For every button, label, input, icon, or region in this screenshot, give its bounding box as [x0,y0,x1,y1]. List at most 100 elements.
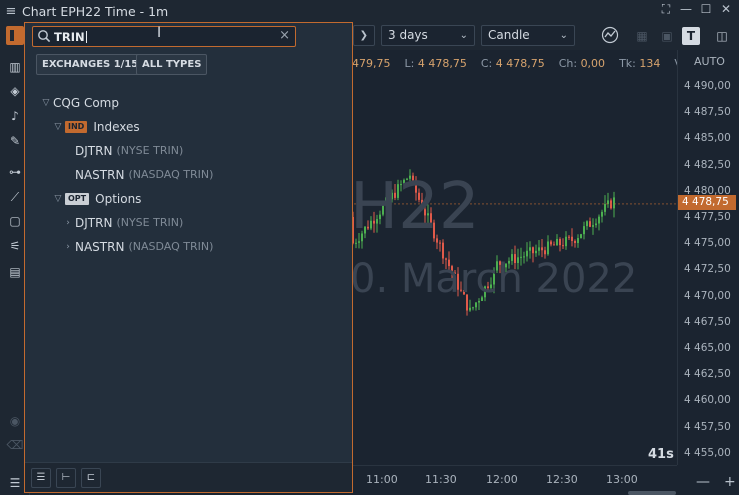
candle-body [433,222,435,239]
symbol-result[interactable]: NASTRN (NASDAQ TRIN) [75,165,213,185]
tree-group-indexes[interactable]: ▽ IND Indexes [51,117,140,137]
candle-body [412,175,414,181]
search-icon [38,30,51,43]
candle-body [610,200,612,209]
symbol-dropdown[interactable]: ❯ [353,25,375,46]
zoom-out-icon[interactable]: — [696,474,710,490]
lock-icon[interactable]: ▣ [661,29,673,43]
price-label: 4 482,50 [684,158,731,171]
low-key: L: [404,57,415,70]
horizontal-line-icon[interactable]: ⊶ [9,165,21,179]
candle-body [457,273,459,290]
price-axis[interactable] [677,50,739,465]
candle-body [502,264,504,268]
candle-body [544,250,546,255]
symbol-code: NASTRN [75,168,125,182]
maximize-icon[interactable]: ☐ [700,2,712,16]
chevron-right-icon[interactable]: › [66,218,70,228]
price-label: 4 462,50 [684,368,731,381]
bar-chart-icon[interactable]: ▥ [9,60,21,74]
symbol-result[interactable]: › NASTRN (NASDAQ TRIN) [61,237,213,257]
bell-icon[interactable]: ♪ [11,109,19,123]
sidebar-toggle-icon[interactable]: ◫ [716,29,728,43]
tree-group-label: Indexes [93,120,140,134]
candle-body [511,254,513,261]
trash-icon[interactable]: ⌫ [6,438,24,452]
candle-body [592,225,594,227]
candle-body [409,175,411,179]
low-value: 4 478,75 [417,57,467,70]
candle-body [613,197,615,209]
tree-group-options[interactable]: ▽ OPT Options [51,189,142,209]
instrument-type-badge: OPT [65,193,90,205]
period-select[interactable]: 3 days ⌄ [381,25,475,46]
layers-icon[interactable]: ◈ [10,84,20,98]
candle-body [583,226,585,235]
candle-body [391,192,393,200]
indicator-icon[interactable] [600,26,620,46]
hierarchy-view-icon[interactable]: ⊏ [81,468,101,488]
symbol-search-input[interactable]: TRIN × [32,26,296,47]
fullscreen-icon[interactable]: ⛶ [661,2,671,16]
time-label: 12:30 [546,473,578,486]
candle-body [526,250,528,257]
candle-body [367,226,369,229]
tree-node-root[interactable]: ▽ CQG Comp [39,93,119,113]
fibonacci-icon[interactable]: ⚟ [9,239,21,253]
candle-body [382,204,384,215]
list-view-icon[interactable]: ☰ [31,468,51,488]
close-icon[interactable]: ✕ [720,2,732,16]
symbol-result[interactable]: › DJTRN (NYSE TRIN) [61,213,183,233]
ticks-key: Tk: [619,57,636,70]
exchanges-filter-button[interactable]: EXCHANGES 1/15 [36,54,145,75]
candle-body [484,286,486,298]
candle-body [442,242,444,259]
price-label: 4 485,00 [684,132,731,145]
tree-view-icon[interactable]: ⊢ [56,468,76,488]
candle-body [595,223,597,226]
time-label: 12:00 [486,473,518,486]
types-filter-button[interactable]: ALL TYPES [136,54,208,75]
grid-icon[interactable]: ▦ [636,29,648,43]
search-value: TRIN [54,30,85,44]
candle-body [436,238,438,243]
minimize-icon[interactable]: — [680,2,692,16]
auto-scale-toggle[interactable]: AUTO [694,55,725,68]
price-label: 4 457,50 [684,420,731,433]
rectangle-icon[interactable]: ▢ [9,214,21,228]
candle-body [574,240,576,244]
hamburger-icon[interactable]: ≡ [5,3,17,19]
watermark-expiry: 0. March 2022 [350,256,638,302]
horizontal-scrollbar[interactable] [628,491,676,495]
symbol-result[interactable]: DJTRN (NYSE TRIN) [75,141,183,161]
edit-icon[interactable]: ✎ [9,134,21,148]
trend-line-icon[interactable]: ⟋ [10,190,20,204]
candle-body [385,197,387,205]
list-icon[interactable]: ☰ [9,476,21,490]
price-label: 4 467,50 [684,315,731,328]
chevron-right-icon[interactable]: › [66,242,70,252]
candle-body [538,247,540,251]
candle-body [379,214,381,220]
change-key: Ch: [558,57,578,70]
candle-body [376,219,378,224]
price-label: 4 477,50 [684,211,731,223]
candle-body [394,192,396,198]
candle-body [565,236,567,247]
candle-body [499,261,501,265]
chart-type-select[interactable]: Candle ⌄ [481,25,575,46]
candle-body [562,245,564,247]
candle-body [580,234,582,239]
candle-body [589,221,591,227]
eye-icon[interactable]: ◉ [9,414,21,428]
candle-body [508,260,510,264]
clear-icon[interactable]: × [279,28,290,43]
price-label: 4 455,00 [684,446,731,459]
candle-body [604,204,606,212]
zoom-in-icon[interactable]: + [724,474,736,490]
tree-root-label: CQG Comp [53,96,119,110]
bar-countdown: 41s [648,447,674,462]
text-note-icon[interactable]: ▤ [9,265,21,279]
template-icon[interactable]: T [682,27,700,45]
panel-toggle-button[interactable] [6,26,24,45]
